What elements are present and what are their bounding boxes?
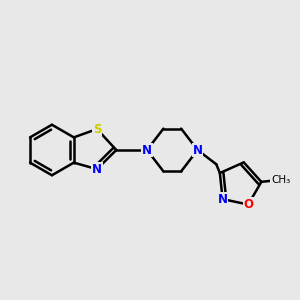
Text: N: N (92, 163, 102, 176)
Text: N: N (193, 143, 202, 157)
Text: CH₃: CH₃ (271, 175, 290, 185)
Text: N: N (142, 143, 152, 157)
Text: O: O (243, 198, 253, 211)
Text: N: N (218, 193, 228, 206)
Text: S: S (93, 122, 101, 136)
